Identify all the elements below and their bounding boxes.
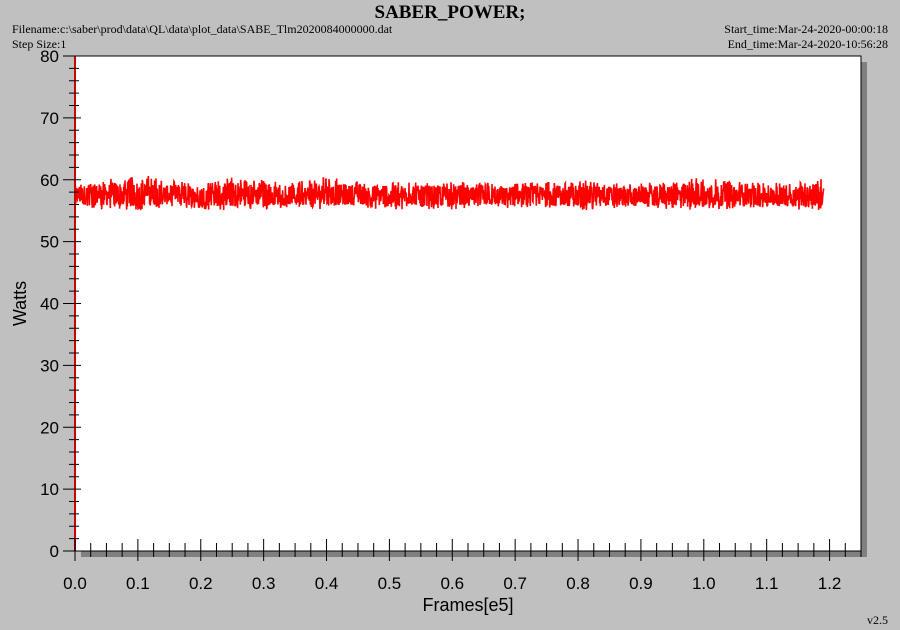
time-info: Start_time:Mar-24-2020-00:00:18 End_time…	[724, 22, 888, 52]
filename-label: Filename:c:\saber\prod\data\QL\data\plot…	[12, 22, 393, 36]
y-tick-label: 50	[40, 233, 59, 252]
x-tick-label: 0.3	[252, 574, 276, 593]
end-time-label: End_time:Mar-24-2020-10:56:28	[727, 37, 888, 51]
series-layer	[74, 176, 825, 211]
version-label: v2.5	[867, 613, 888, 627]
x-tick-label: 0.6	[440, 574, 464, 593]
y-tick-label: 80	[40, 47, 59, 66]
x-tick-label: 1.0	[692, 574, 716, 593]
x-tick-label: 1.1	[755, 574, 779, 593]
axis-layer: 0 10 20 30 40 50 60 70 80 0.0 0.1 0.2 0.3 0.4 0.5 0.6 0.…	[40, 47, 862, 593]
x-tick-label: 0.1	[126, 574, 150, 593]
x-tick-label: 0.7	[503, 574, 527, 593]
y-tick-label: 60	[40, 171, 59, 190]
x-tick-label: 0.5	[378, 574, 402, 593]
x-axis-label: Frames[e5]	[422, 595, 513, 615]
x-tick-label: 0.8	[566, 574, 590, 593]
plot-area	[74, 55, 862, 552]
x-tick-label: 0.4	[315, 574, 339, 593]
y-tick-label: 20	[40, 418, 59, 437]
y-tick-label: 10	[40, 480, 59, 499]
chart-title: SABER_POWER;	[374, 2, 526, 23]
x-tick-label: 0.9	[629, 574, 653, 593]
y-axis-label: Watts	[10, 281, 30, 326]
x-tick-label: 1.2	[818, 574, 842, 593]
series-line	[74, 176, 825, 211]
y-tick-label: 0	[50, 542, 59, 561]
y-tick-label: 40	[40, 295, 59, 314]
start-time-label: Start_time:Mar-24-2020-00:00:18	[724, 22, 888, 36]
y-tick-label: 70	[40, 109, 59, 128]
step-size-label: Step Size:1	[12, 37, 67, 51]
file-info: Filename:c:\saber\prod\data\QL\data\plot…	[12, 22, 392, 52]
x-tick-label: 0.2	[189, 574, 213, 593]
x-tick-label: 0.0	[63, 574, 87, 593]
y-tick-label: 30	[40, 356, 59, 375]
